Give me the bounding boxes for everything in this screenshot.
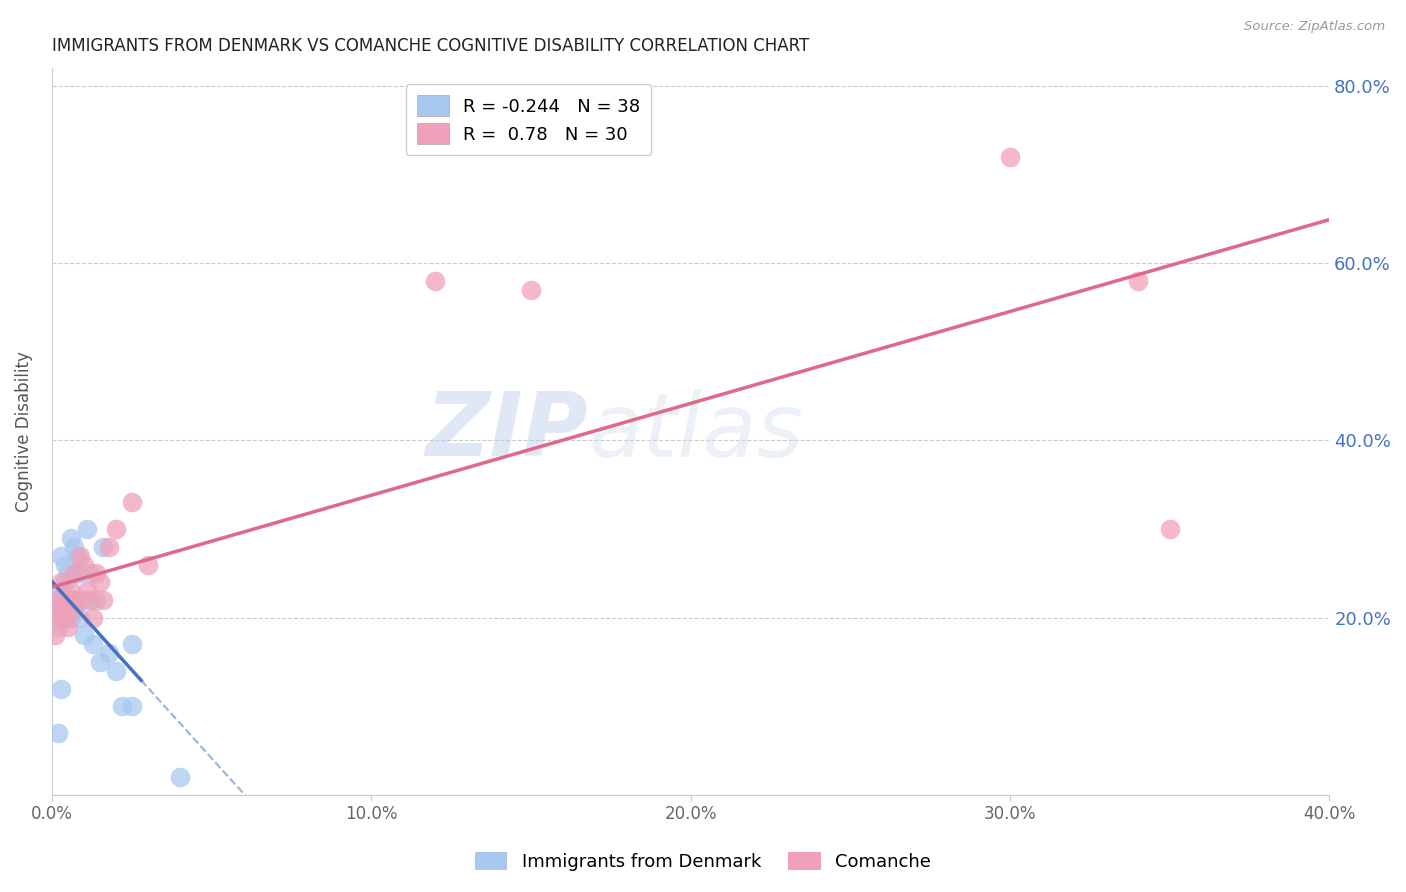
Point — [82, 637, 104, 651]
Point — [56, 602, 79, 616]
Point — [69, 566, 91, 581]
Point — [56, 593, 79, 607]
Point — [79, 566, 101, 581]
Point — [53, 575, 76, 590]
Point — [44, 611, 66, 625]
Point — [44, 628, 66, 642]
Point — [98, 646, 121, 660]
Legend: Immigrants from Denmark, Comanche: Immigrants from Denmark, Comanche — [468, 845, 938, 879]
Point — [73, 558, 96, 572]
Point — [46, 602, 69, 616]
Point — [69, 611, 91, 625]
Point — [66, 593, 89, 607]
Point — [56, 619, 79, 633]
Point — [76, 584, 98, 599]
Point — [76, 522, 98, 536]
Point — [46, 593, 69, 607]
Point — [46, 611, 69, 625]
Point — [998, 150, 1021, 164]
Point — [63, 566, 86, 581]
Point — [53, 593, 76, 607]
Point — [89, 655, 111, 669]
Y-axis label: Cognitive Disability: Cognitive Disability — [15, 351, 32, 512]
Point — [51, 611, 73, 625]
Point — [111, 699, 134, 714]
Point — [51, 549, 73, 563]
Point — [121, 495, 143, 509]
Text: atlas: atlas — [588, 389, 803, 475]
Point — [520, 283, 543, 297]
Point — [66, 549, 89, 563]
Point — [59, 531, 82, 545]
Point — [104, 664, 127, 678]
Point — [59, 593, 82, 607]
Point — [53, 611, 76, 625]
Point — [98, 540, 121, 554]
Point — [91, 593, 114, 607]
Point — [44, 593, 66, 607]
Point — [73, 628, 96, 642]
Point — [46, 726, 69, 740]
Point — [46, 584, 69, 599]
Point — [73, 593, 96, 607]
Point — [136, 558, 159, 572]
Point — [89, 575, 111, 590]
Point — [51, 575, 73, 590]
Point — [169, 770, 191, 784]
Text: ZIP: ZIP — [426, 388, 588, 475]
Point — [63, 602, 86, 616]
Legend: R = -0.244   N = 38, R =  0.78   N = 30: R = -0.244 N = 38, R = 0.78 N = 30 — [406, 84, 651, 155]
Point — [121, 637, 143, 651]
Point — [1126, 274, 1149, 288]
Point — [51, 602, 73, 616]
Point — [56, 566, 79, 581]
Point — [56, 611, 79, 625]
Point — [1159, 522, 1181, 536]
Point — [86, 566, 108, 581]
Point — [86, 593, 108, 607]
Point — [46, 619, 69, 633]
Point — [104, 522, 127, 536]
Point — [59, 584, 82, 599]
Text: IMMIGRANTS FROM DENMARK VS COMANCHE COGNITIVE DISABILITY CORRELATION CHART: IMMIGRANTS FROM DENMARK VS COMANCHE COGN… — [52, 37, 808, 55]
Point — [51, 681, 73, 696]
Text: Source: ZipAtlas.com: Source: ZipAtlas.com — [1244, 20, 1385, 33]
Point — [69, 549, 91, 563]
Point — [51, 602, 73, 616]
Point — [66, 566, 89, 581]
Point — [63, 540, 86, 554]
Point — [121, 699, 143, 714]
Point — [82, 611, 104, 625]
Point — [91, 540, 114, 554]
Point — [59, 611, 82, 625]
Point — [63, 593, 86, 607]
Point — [53, 558, 76, 572]
Point — [79, 593, 101, 607]
Point — [423, 274, 446, 288]
